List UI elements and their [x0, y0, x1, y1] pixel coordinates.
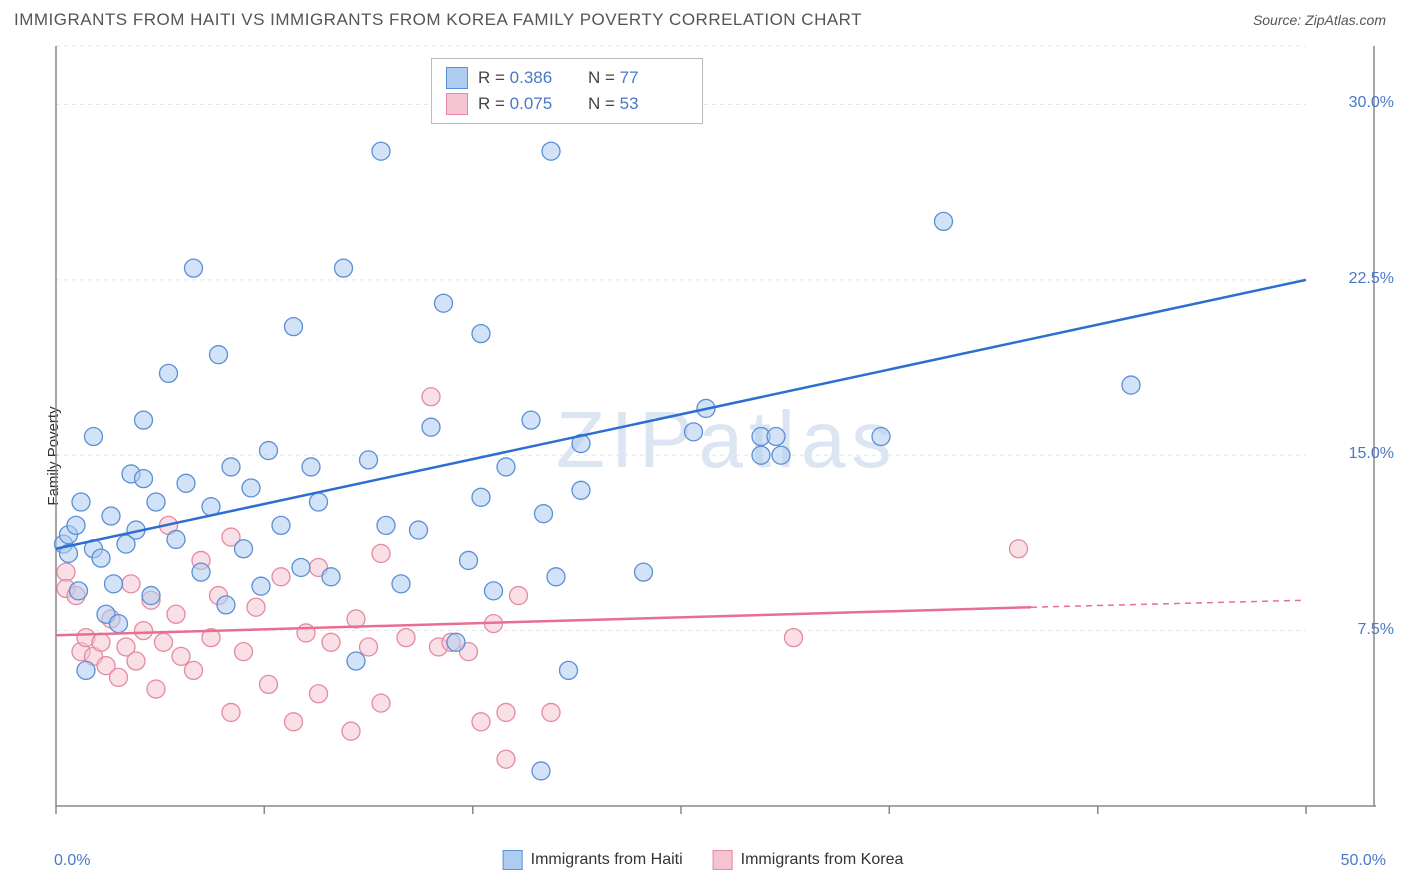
r-label: R =	[478, 68, 505, 87]
x-axis-min-label: 0.0%	[54, 852, 90, 870]
n-label: N =	[588, 94, 615, 113]
legend-label-korea: Immigrants from Korea	[741, 851, 904, 869]
correlation-row-haiti: R = 0.386 N = 77	[446, 65, 688, 91]
x-ticks	[56, 806, 1306, 814]
legend-label-haiti: Immigrants from Haiti	[531, 851, 683, 869]
source-link[interactable]: ZipAtlas.com	[1305, 12, 1386, 28]
y-tick-label: 7.5%	[1358, 621, 1394, 639]
chart-title: IMMIGRANTS FROM HAITI VS IMMIGRANTS FROM…	[14, 10, 862, 30]
y-tick-label: 22.5%	[1349, 270, 1394, 288]
header: IMMIGRANTS FROM HAITI VS IMMIGRANTS FROM…	[0, 0, 1406, 36]
korea-n-value: 53	[620, 94, 639, 113]
y-tick-label: 15.0%	[1349, 445, 1394, 463]
source-label: Source:	[1253, 12, 1301, 28]
watermark: ZIPatlas	[556, 395, 897, 484]
korea-r-value: 0.075	[510, 94, 553, 113]
swatch-korea	[713, 850, 733, 870]
haiti-n-value: 77	[620, 68, 639, 87]
legend-item-korea: Immigrants from Korea	[713, 850, 904, 870]
haiti-r-value: 0.386	[510, 68, 553, 87]
swatch-haiti-small	[446, 67, 468, 89]
r-label: R =	[478, 94, 505, 113]
correlation-legend: R = 0.386 N = 77 R = 0.075 N = 53	[431, 58, 703, 124]
chart-area: Family Poverty ZIPatlas 7.5%15.0%22.5%30…	[0, 36, 1406, 876]
n-label: N =	[588, 68, 615, 87]
source-attribution: Source: ZipAtlas.com	[1253, 12, 1386, 28]
x-axis-max-label: 50.0%	[1341, 852, 1386, 870]
legend-item-haiti: Immigrants from Haiti	[503, 850, 683, 870]
swatch-haiti	[503, 850, 523, 870]
bottom-legend: Immigrants from Haiti Immigrants from Ko…	[503, 850, 904, 870]
scatter-plot: ZIPatlas	[46, 36, 1386, 836]
swatch-korea-small	[446, 93, 468, 115]
correlation-row-korea: R = 0.075 N = 53	[446, 91, 688, 117]
y-tick-label: 30.0%	[1349, 94, 1394, 112]
